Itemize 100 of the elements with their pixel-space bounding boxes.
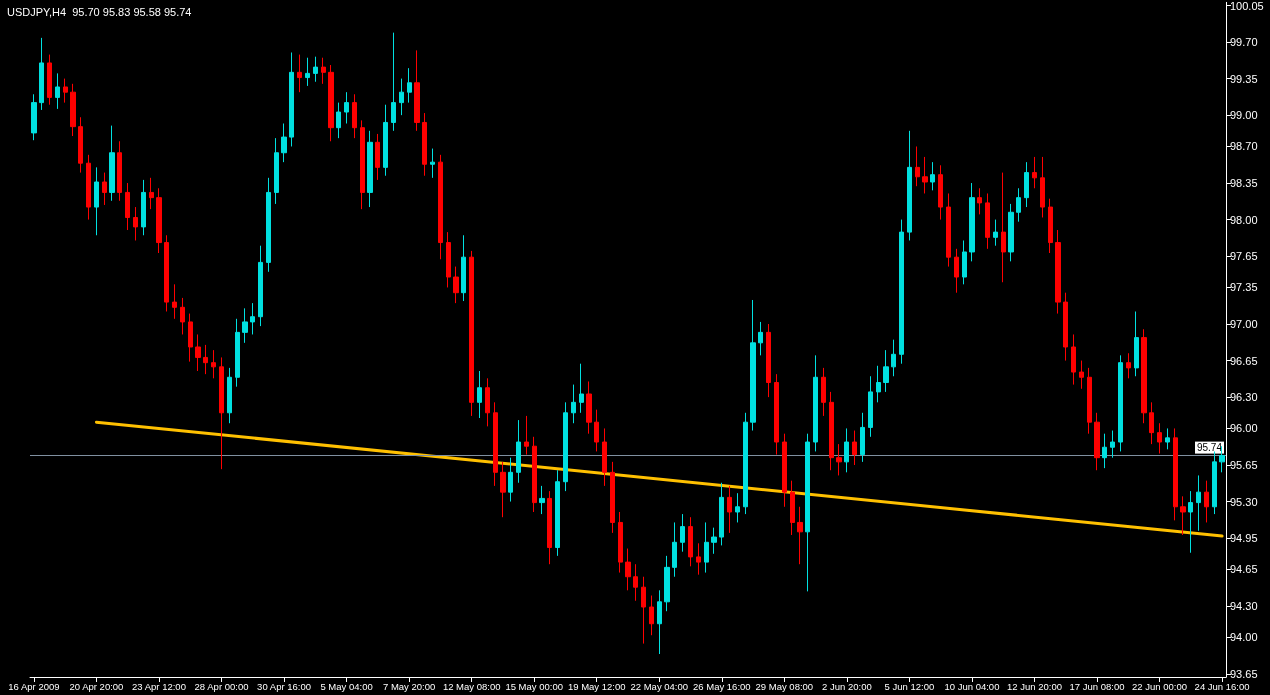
y-tick-label: 93.65 bbox=[1230, 667, 1258, 680]
candlestick bbox=[78, 116, 83, 174]
x-tick-label: 28 Apr 00:00 bbox=[194, 680, 249, 692]
candlestick bbox=[719, 482, 724, 546]
y-tick-label: 99.35 bbox=[1230, 72, 1258, 85]
candlestick bbox=[766, 323, 771, 398]
candlestick bbox=[235, 318, 240, 388]
candlestick bbox=[86, 154, 91, 221]
candlestick bbox=[266, 177, 271, 273]
x-tick-label: 10 Jun 04:00 bbox=[944, 680, 1000, 692]
candlestick bbox=[555, 469, 560, 557]
x-tick-label: 12 Jun 20:00 bbox=[1007, 680, 1062, 692]
candlestick bbox=[407, 67, 412, 104]
candlestick bbox=[938, 164, 943, 221]
candlestick bbox=[336, 102, 341, 139]
candlestick bbox=[1126, 352, 1131, 379]
x-tick-label: 26 May 16:00 bbox=[693, 680, 751, 692]
candlestick bbox=[1102, 433, 1107, 469]
candlestick bbox=[31, 93, 37, 141]
candlestick bbox=[547, 490, 552, 565]
candlestick bbox=[1118, 354, 1123, 452]
x-tick-label: 20 Apr 20:00 bbox=[69, 680, 124, 692]
candlestick bbox=[797, 506, 803, 565]
candlestick bbox=[774, 373, 779, 456]
x-tick-label: 12 May 08:00 bbox=[442, 680, 501, 692]
candlestick bbox=[899, 219, 904, 365]
candlestick bbox=[1032, 156, 1037, 189]
candlestick bbox=[1016, 187, 1021, 223]
x-tick-label: 19 May 12:00 bbox=[567, 680, 626, 692]
x-tick-label: 22 May 04:00 bbox=[630, 680, 689, 692]
candlestick bbox=[438, 154, 443, 260]
candlestick bbox=[227, 367, 232, 424]
candlestick bbox=[860, 412, 865, 463]
candlestick bbox=[375, 133, 380, 181]
candlestick bbox=[117, 140, 122, 202]
candlestick bbox=[453, 266, 459, 304]
candlestick bbox=[1110, 430, 1115, 459]
candlestick bbox=[149, 177, 154, 210]
candlestick bbox=[399, 78, 404, 116]
candlestick bbox=[1024, 161, 1029, 208]
candlestick bbox=[727, 485, 732, 534]
candlestick bbox=[930, 161, 935, 191]
candlestick bbox=[485, 377, 490, 427]
candlestick bbox=[735, 492, 740, 523]
y-tick-label: 97.65 bbox=[1230, 250, 1258, 263]
candlestick bbox=[625, 548, 631, 591]
y-tick-label: 94.65 bbox=[1230, 563, 1258, 576]
candlestick bbox=[649, 595, 654, 636]
y-tick-label: 99.70 bbox=[1230, 36, 1258, 49]
candlestick bbox=[172, 283, 177, 320]
candlestick bbox=[852, 430, 857, 466]
candlestick bbox=[109, 125, 115, 202]
candlestick bbox=[1204, 480, 1209, 523]
y-tick-label: 99.00 bbox=[1230, 109, 1258, 122]
candlestick bbox=[977, 187, 982, 215]
candlestick bbox=[711, 527, 717, 555]
candlestick bbox=[688, 516, 693, 567]
candlestick bbox=[1048, 198, 1053, 254]
candlestick bbox=[180, 297, 185, 335]
x-tick-label: 15 May 00:00 bbox=[505, 680, 563, 692]
candlestick bbox=[461, 234, 466, 302]
candlestick bbox=[1008, 203, 1014, 262]
y-tick-label: 96.00 bbox=[1230, 422, 1258, 435]
candlestick bbox=[844, 427, 849, 473]
candlestick bbox=[1001, 172, 1006, 283]
y-tick-label: 98.35 bbox=[1230, 177, 1258, 190]
candlestick bbox=[657, 589, 662, 655]
candlestick bbox=[289, 51, 294, 147]
candlestick bbox=[383, 104, 388, 177]
candlestick bbox=[469, 250, 474, 417]
candlestick bbox=[422, 112, 427, 177]
y-tick-label: 98.00 bbox=[1230, 213, 1258, 226]
candlestick bbox=[836, 443, 842, 476]
candlestick bbox=[1219, 445, 1225, 473]
candlestick bbox=[1055, 229, 1061, 315]
y-tick-label: 96.30 bbox=[1230, 391, 1258, 404]
candlestick bbox=[313, 56, 318, 83]
candlestick bbox=[641, 576, 646, 645]
candlestick bbox=[63, 78, 68, 104]
candlestick bbox=[868, 375, 873, 438]
candlestick bbox=[829, 391, 834, 471]
candlestick bbox=[969, 182, 975, 262]
candlestick bbox=[500, 461, 506, 518]
x-tick-label: 5 May 04:00 bbox=[320, 680, 373, 692]
candlestick bbox=[70, 83, 76, 137]
candlestick bbox=[813, 354, 818, 452]
candlestick bbox=[1094, 412, 1100, 471]
candlestick bbox=[805, 433, 810, 592]
candlestick bbox=[195, 333, 201, 372]
candlestick bbox=[594, 409, 599, 452]
candlestick bbox=[1040, 156, 1045, 218]
x-tick-label: 30 Apr 16:00 bbox=[257, 680, 311, 692]
candlestick bbox=[1134, 310, 1139, 377]
candlestick bbox=[758, 321, 763, 356]
candlestick bbox=[704, 521, 709, 574]
candlestick bbox=[946, 192, 951, 268]
candlestick bbox=[508, 457, 513, 503]
candlestick bbox=[891, 339, 896, 377]
candlestick bbox=[1141, 328, 1147, 424]
candlestick bbox=[360, 119, 365, 210]
